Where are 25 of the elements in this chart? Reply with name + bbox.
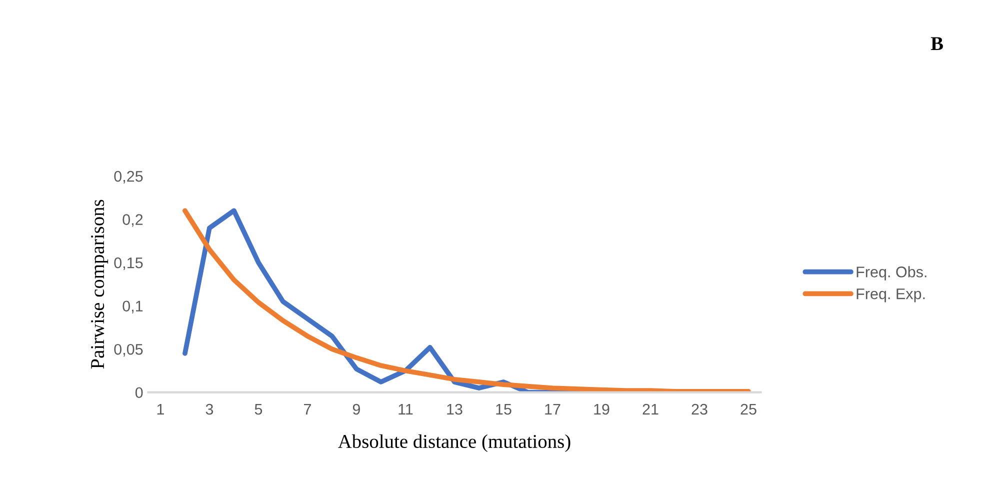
x-tick-label: 3 xyxy=(206,404,214,415)
x-tick-label: 21 xyxy=(642,404,658,415)
y-tick-label: 0,1 xyxy=(122,300,143,314)
y-tick-label: 0,15 xyxy=(114,257,143,270)
y-tick-label: 0 xyxy=(135,387,143,398)
x-tick-label: 15 xyxy=(496,404,512,415)
y-tick-label: 0,2 xyxy=(122,214,143,227)
x-tick-label: 7 xyxy=(304,404,311,415)
legend-label: Freq. Exp. xyxy=(856,288,925,302)
x-tick-label: 17 xyxy=(545,404,560,415)
x-tick-label: 9 xyxy=(352,404,360,415)
x-tick-label: 19 xyxy=(594,404,610,415)
x-tick-label: 25 xyxy=(740,404,756,415)
x-tick-label: 1 xyxy=(157,404,164,415)
x-tick-label: 5 xyxy=(254,404,262,415)
y-tick-label: 0,25 xyxy=(114,170,143,184)
x-tick-label: 13 xyxy=(447,404,462,415)
y-axis-title: Pairwise comparisons xyxy=(91,200,108,369)
x-tick-label: 11 xyxy=(398,404,413,415)
line-series xyxy=(182,208,751,392)
y-tick-label: 0,05 xyxy=(114,344,143,357)
x-tick-label: 23 xyxy=(692,404,708,415)
text: B xyxy=(930,37,943,50)
legend-label: Freq. Obs. xyxy=(856,266,926,280)
x-axis-title: Absolute distance (mutations) xyxy=(338,434,570,452)
